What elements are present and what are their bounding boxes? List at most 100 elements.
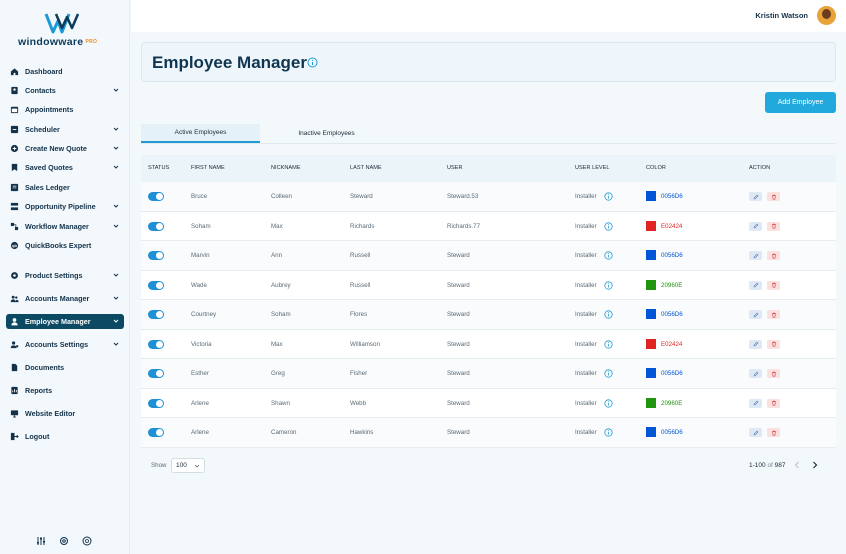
delete-button[interactable] (767, 221, 780, 231)
help-icon[interactable] (82, 536, 92, 546)
sidebar-item-contacts[interactable]: Contacts (6, 83, 124, 98)
user-cell: Steward (447, 252, 470, 259)
column-header[interactable]: LAST NAME (350, 165, 382, 171)
sidebar-item-documents[interactable]: Documents (6, 360, 124, 375)
sidebar-item-accounts-settings[interactable]: Accounts Settings (6, 337, 124, 352)
info-icon[interactable] (604, 310, 613, 319)
settings-icon[interactable] (59, 536, 69, 546)
table-row[interactable]: Esther Greg Fisher Steward Installer 0056D6 (141, 359, 836, 389)
avatar[interactable] (817, 6, 836, 25)
column-header[interactable]: NICKNAME (271, 165, 301, 171)
edit-button[interactable] (749, 428, 762, 437)
column-header[interactable]: USER LEVEL (575, 165, 610, 171)
info-icon[interactable] (604, 428, 613, 437)
info-icon[interactable] (604, 192, 613, 201)
info-icon[interactable] (604, 369, 613, 378)
table-row[interactable]: Marvin Ann Russell Steward Installer 0056D6 (141, 241, 836, 271)
sidebar-item-opportunity-pipeline[interactable]: Opportunity Pipeline (6, 199, 124, 214)
sidebar-item-appointments[interactable]: Appointments (6, 102, 124, 117)
prev-page-button[interactable] (792, 459, 802, 471)
chevron-down-icon[interactable] (112, 86, 120, 94)
gear-icon (9, 271, 19, 281)
user-level-cell: Installer (575, 399, 597, 407)
delete-button[interactable] (767, 369, 780, 378)
status-toggle[interactable] (148, 221, 164, 231)
edit-button[interactable] (749, 369, 762, 378)
chevron-down-icon[interactable] (112, 222, 120, 230)
delete-button[interactable] (767, 310, 780, 319)
tab-active-employees[interactable]: Active Employees (141, 124, 260, 143)
chevron-down-icon[interactable] (112, 163, 120, 171)
chevron-down-icon[interactable] (112, 144, 120, 152)
status-toggle[interactable] (148, 398, 164, 408)
table-row[interactable]: Victoria Max Williamson Steward Installer E02… (141, 329, 836, 359)
info-icon[interactable] (307, 57, 318, 68)
delete-button[interactable] (767, 192, 780, 201)
chevron-down-icon[interactable] (112, 340, 120, 348)
table-row[interactable]: Arlene Shawn Webb Steward Installer 20960E (141, 388, 836, 418)
table-row[interactable]: Arlene Cameron Hawkins Steward Installer 0056… (141, 418, 836, 448)
status-toggle[interactable] (148, 280, 164, 290)
column-header[interactable]: FIRST NAME (191, 165, 225, 171)
table-row[interactable]: Courtney Soham Flores Steward Installer 0056D… (141, 300, 836, 330)
status-toggle[interactable] (148, 428, 164, 437)
sidebar-item-product-settings[interactable]: Product Settings (6, 268, 124, 283)
edit-button[interactable] (749, 280, 762, 290)
edit-button[interactable] (749, 398, 762, 408)
next-page-button[interactable] (810, 459, 820, 471)
status-toggle[interactable] (148, 369, 164, 378)
edit-button[interactable] (749, 251, 762, 260)
chevron-down-icon[interactable] (112, 202, 120, 210)
delete-button[interactable] (767, 251, 780, 260)
trash-icon (771, 341, 776, 347)
info-icon[interactable] (604, 221, 613, 231)
sidebar-item-dashboard[interactable]: Dashboard (6, 64, 124, 79)
edit-button[interactable] (749, 310, 762, 319)
delete-button[interactable] (767, 428, 780, 437)
delete-button[interactable] (767, 280, 780, 290)
column-header[interactable]: COLOR (646, 165, 666, 171)
color-hex: 0056D6 (661, 429, 683, 436)
status-toggle[interactable] (148, 339, 164, 349)
status-toggle[interactable] (148, 310, 164, 319)
info-icon[interactable] (604, 251, 613, 260)
status-toggle[interactable] (148, 251, 164, 260)
sidebar-item-website-editor[interactable]: Website Editor (6, 406, 124, 421)
column-header[interactable]: USER (447, 165, 463, 171)
brand-logo[interactable]: windowware PRO (14, 12, 114, 48)
table-row[interactable]: Wade Aubrey Russell Steward Installer 20960E (141, 270, 836, 300)
sidebar-item-saved-quotes[interactable]: Saved Quotes (6, 160, 124, 175)
tab-inactive-employees[interactable]: Inactive Employees (298, 130, 355, 137)
column-header[interactable]: STATUS (148, 165, 170, 171)
delete-button[interactable] (767, 398, 780, 408)
user-name[interactable]: Kristin Watson (755, 11, 808, 20)
sidebar-item-logout[interactable]: Logout (6, 429, 124, 444)
sliders-icon[interactable] (36, 536, 46, 546)
trash-icon (771, 253, 776, 258)
sidebar-item-sales-ledger[interactable]: Sales Ledger (6, 180, 124, 195)
sidebar-item-employee-manager[interactable]: Employee Manager (6, 314, 124, 329)
info-icon[interactable] (604, 398, 613, 408)
status-toggle[interactable] (148, 192, 164, 201)
info-icon[interactable] (604, 339, 613, 349)
chevron-down-icon[interactable] (112, 271, 120, 279)
sidebar-item-workflow-manager[interactable]: Workflow Manager (6, 219, 124, 234)
edit-button[interactable] (749, 192, 762, 201)
sidebar-item-scheduler[interactable]: Scheduler (6, 122, 124, 137)
edit-button[interactable] (749, 221, 762, 231)
chevron-down-icon[interactable] (112, 317, 120, 325)
sidebar-item-quickbooks-expert[interactable]: qb QuickBooks Expert (6, 238, 124, 253)
sidebar-item-create-new-quote[interactable]: Create New Quote (6, 141, 124, 156)
delete-button[interactable] (767, 339, 780, 349)
chevron-down-icon[interactable] (112, 294, 120, 302)
sidebar-item-accounts-manager[interactable]: Accounts Manager (6, 291, 124, 306)
chevron-down-icon[interactable] (112, 125, 120, 133)
info-icon[interactable] (604, 280, 613, 290)
sidebar-item-reports[interactable]: Reports (6, 383, 124, 398)
table-row[interactable]: Bruce Colleen Steward Steward.53 Installer 00… (141, 182, 836, 212)
last-name-cell: Russell (350, 252, 371, 259)
add-employee-button[interactable]: Add Employee (765, 92, 836, 113)
page-size-select[interactable]: 100 (171, 458, 205, 473)
table-row[interactable]: Soham Max Richards Richards.77 Installer E024… (141, 211, 836, 241)
edit-button[interactable] (749, 339, 762, 349)
